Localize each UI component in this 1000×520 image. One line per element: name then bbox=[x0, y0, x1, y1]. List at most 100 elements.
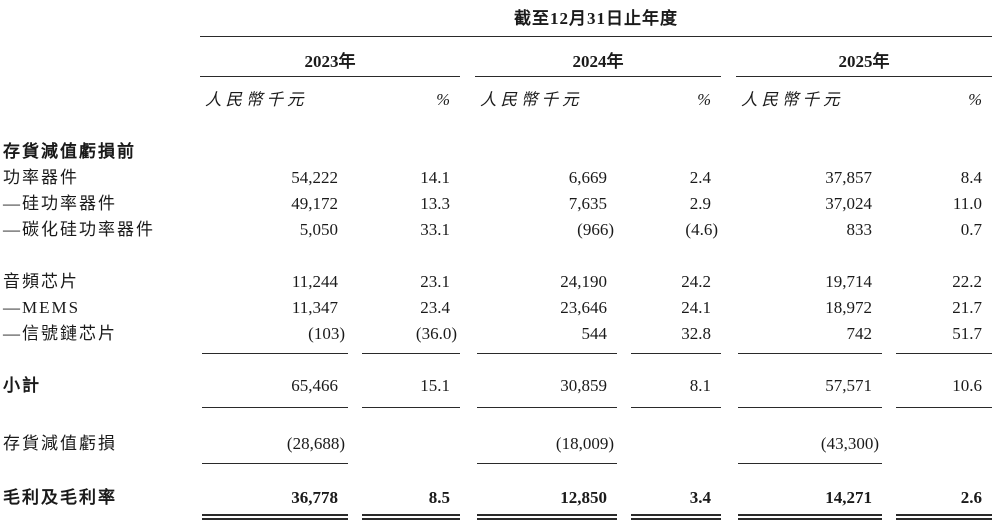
percent-cell: 2.6 bbox=[960, 488, 982, 507]
percent-subheader: % bbox=[436, 90, 450, 109]
percent-cell: 24.2 bbox=[681, 272, 711, 291]
amount-cell: 30,859 bbox=[560, 376, 607, 395]
percent-cell: 13.3 bbox=[420, 194, 450, 213]
rule-line bbox=[475, 344, 617, 354]
percent-cell: 8.5 bbox=[428, 488, 450, 507]
row-label: —MEMS bbox=[3, 298, 81, 317]
table-row: 音頻芯片 11,244 23.1 24,190 24.2 19,714 22.2 bbox=[3, 266, 992, 292]
percent-cell: 21.7 bbox=[952, 298, 982, 317]
amount-cell: (28,688) bbox=[286, 434, 345, 453]
rule-line bbox=[882, 396, 992, 408]
amount-cell: 11,347 bbox=[291, 298, 338, 317]
amount-cell: 65,466 bbox=[291, 376, 338, 395]
rule-line bbox=[200, 396, 348, 408]
amount-cell: 544 bbox=[581, 324, 608, 343]
percent-cell bbox=[617, 428, 721, 454]
amount-cell: 37,024 bbox=[825, 194, 872, 213]
rule-line bbox=[348, 396, 460, 408]
table-row: 存貨減值虧損 (28,688) (18,009) (43,300) bbox=[3, 428, 992, 454]
percent-cell: (36.0) bbox=[415, 324, 457, 343]
percent-cell: 23.1 bbox=[420, 272, 450, 291]
row-label: 小計 bbox=[3, 376, 41, 395]
amount-cell: (18,009) bbox=[555, 434, 614, 453]
double-rule-line bbox=[475, 508, 617, 520]
percent-subheader: % bbox=[968, 90, 982, 109]
percent-cell: 14.1 bbox=[420, 168, 450, 187]
double-rule-line bbox=[617, 508, 721, 520]
row-label: —硅功率器件 bbox=[3, 194, 117, 213]
double-rule-line bbox=[736, 508, 882, 520]
amount-cell: 14,271 bbox=[825, 488, 872, 507]
rule-line bbox=[882, 344, 992, 354]
table-row: 小計 65,466 15.1 30,859 8.1 57,571 10.6 bbox=[3, 370, 992, 396]
percent-subheader: % bbox=[697, 90, 711, 109]
amount-cell: 18,972 bbox=[825, 298, 872, 317]
amount-cell: 742 bbox=[846, 324, 873, 343]
double-rule-row bbox=[3, 508, 992, 520]
percent-cell: 3.4 bbox=[689, 488, 711, 507]
year-header-row: 2023年 2024年 2025年 bbox=[3, 36, 992, 77]
percent-cell bbox=[348, 428, 460, 454]
percent-cell: 15.1 bbox=[420, 376, 450, 395]
amount-cell: (103) bbox=[308, 324, 345, 343]
rule-line bbox=[617, 344, 721, 354]
row-label: —信號鏈芯片 bbox=[3, 324, 117, 343]
table-row: —MEMS 11,347 23.4 23,646 24.1 18,972 21.… bbox=[3, 292, 992, 318]
amount-cell: 11,244 bbox=[291, 272, 338, 291]
amount-cell: 37,857 bbox=[825, 168, 872, 187]
table-row: —信號鏈芯片 (103) (36.0) 544 32.8 742 51.7 bbox=[3, 318, 992, 344]
year-2023-header: 2023年 bbox=[200, 36, 460, 77]
rule-row bbox=[3, 396, 992, 408]
amount-cell: 23,646 bbox=[560, 298, 607, 317]
table-row: —碳化硅功率器件 5,050 33.1 (966) (4.6) 833 0.7 bbox=[3, 214, 992, 240]
row-label: 存貨減值虧損前 bbox=[3, 142, 136, 161]
row-label: 存貨減值虧損 bbox=[3, 434, 117, 453]
rule-line bbox=[736, 344, 882, 354]
table-title: 截至12月31日止年度 bbox=[200, 4, 992, 37]
percent-cell: 23.4 bbox=[420, 298, 450, 317]
row-label: 功率器件 bbox=[3, 168, 79, 187]
percent-cell: 32.8 bbox=[681, 324, 711, 343]
rule-line bbox=[617, 396, 721, 408]
rule-row bbox=[3, 454, 992, 464]
unit-subheader: 人民幣千元 bbox=[205, 90, 308, 109]
rule-line bbox=[736, 454, 882, 464]
percent-cell: 33.1 bbox=[420, 220, 450, 239]
amount-cell: 49,172 bbox=[291, 194, 338, 213]
amount-cell: (43,300) bbox=[820, 434, 879, 453]
rule-line bbox=[348, 344, 460, 354]
rule-line bbox=[736, 396, 882, 408]
percent-cell: 8.4 bbox=[960, 168, 982, 187]
unit-subheader: 人民幣千元 bbox=[741, 90, 844, 109]
table-row: 功率器件 54,222 14.1 6,669 2.4 37,857 8.4 bbox=[3, 162, 992, 188]
amount-cell: 12,850 bbox=[560, 488, 607, 507]
amount-cell: 7,635 bbox=[568, 194, 607, 213]
percent-cell: 10.6 bbox=[952, 376, 982, 395]
percent-cell: 2.4 bbox=[689, 168, 711, 187]
unit-subheader: 人民幣千元 bbox=[480, 90, 583, 109]
amount-cell: 36,778 bbox=[291, 488, 338, 507]
amount-cell: 6,669 bbox=[568, 168, 607, 187]
percent-cell: 51.7 bbox=[952, 324, 982, 343]
amount-cell: (966) bbox=[577, 220, 614, 239]
percent-cell: 8.1 bbox=[689, 376, 711, 395]
percent-cell bbox=[882, 428, 992, 454]
row-label: —碳化硅功率器件 bbox=[3, 220, 155, 239]
percent-cell: 22.2 bbox=[952, 272, 982, 291]
amount-cell: 5,050 bbox=[299, 220, 338, 239]
amount-cell: 57,571 bbox=[825, 376, 872, 395]
rule-line bbox=[475, 454, 617, 464]
year-2024-header: 2024年 bbox=[475, 36, 721, 77]
amount-cell: 24,190 bbox=[560, 272, 607, 291]
percent-cell: 0.7 bbox=[960, 220, 982, 239]
title-row: 截至12月31日止年度 bbox=[3, 4, 992, 37]
rule-row bbox=[3, 344, 992, 354]
table-row: —硅功率器件 49,172 13.3 7,635 2.9 37,024 11.0 bbox=[3, 188, 992, 214]
table-row: 毛利及毛利率 36,778 8.5 12,850 3.4 14,271 2.6 bbox=[3, 482, 992, 508]
double-rule-line bbox=[348, 508, 460, 520]
rule-line bbox=[200, 344, 348, 354]
financial-table: 截至12月31日止年度 2023年 2024年 2025年 人民幣千元 % 人民… bbox=[3, 4, 992, 520]
rule-line bbox=[200, 454, 348, 464]
double-rule-line bbox=[200, 508, 348, 520]
